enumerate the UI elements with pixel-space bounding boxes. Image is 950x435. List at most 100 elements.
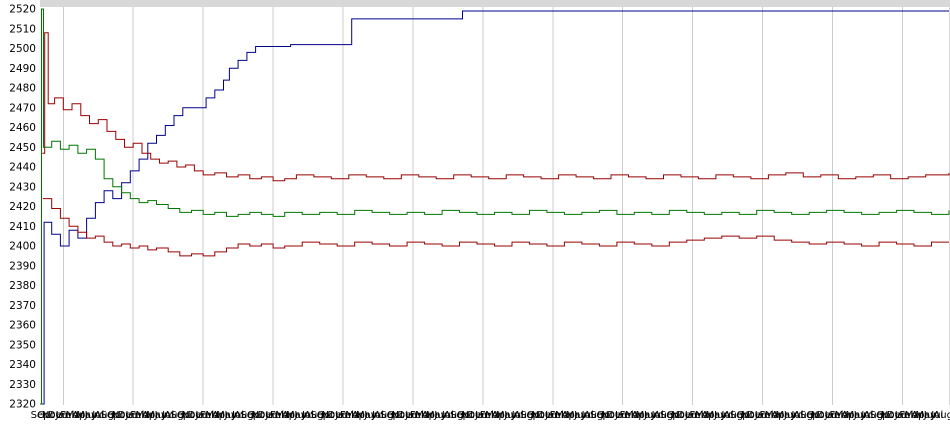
- x-tick-label: Nov: [671, 410, 691, 421]
- series-line-red-upper: [42, 32, 950, 182]
- x-tick-label: Jun: [223, 410, 240, 421]
- x-tick-label: Sep: [590, 410, 609, 421]
- x-tick-label: Feb: [690, 410, 708, 421]
- x-tick-label: Mar: [135, 410, 155, 421]
- x-tick-label: May: [426, 410, 447, 421]
- x-tick-label: Mar: [66, 410, 86, 421]
- x-tick-label: Feb: [340, 410, 358, 421]
- x-tick-label: Aug: [933, 410, 950, 421]
- x-tick-label: Jun: [84, 410, 101, 421]
- y-tick-label: 2450: [9, 142, 36, 154]
- x-tick-label: Mar: [555, 410, 575, 421]
- x-tick-label: Feb: [620, 410, 638, 421]
- x-tick-label: Sep: [170, 410, 189, 421]
- x-tick-label: Jul: [930, 410, 943, 421]
- x-tick-label: Sep: [450, 410, 469, 421]
- x-tick-label: May: [775, 410, 796, 421]
- x-tick-label: Oct: [387, 410, 404, 421]
- x-tick-label: Feb: [760, 410, 778, 421]
- x-tick-label: Dec: [467, 410, 486, 421]
- x-tick-label: Jul: [441, 410, 454, 421]
- y-tick-label: 2470: [9, 102, 36, 114]
- y-tick-label: 2420: [9, 201, 36, 213]
- x-tick-label: Jul: [511, 410, 524, 421]
- x-tick-label: May: [146, 410, 167, 421]
- y-tick-label: 2410: [9, 221, 36, 233]
- x-tick-label: Nov: [531, 410, 551, 421]
- x-tick-label: Sep: [660, 410, 679, 421]
- x-tick-label: Aug: [164, 410, 184, 421]
- x-tick-label: Jul: [651, 410, 664, 421]
- x-tick-label: Apr: [632, 410, 650, 421]
- x-tick-label: Sep: [380, 410, 399, 421]
- x-tick-label: Oct: [666, 410, 683, 421]
- x-tick-label: Oct: [37, 410, 54, 421]
- x-tick-label: Oct: [806, 410, 823, 421]
- x-tick-label: Nov: [112, 410, 132, 421]
- x-tick-label: Jun: [503, 410, 520, 421]
- x-tick-label: Mar: [765, 410, 785, 421]
- y-tick-label: 2350: [9, 339, 36, 351]
- y-tick-label: 2440: [9, 162, 36, 174]
- x-tick-label: Aug: [94, 410, 114, 421]
- x-tick-label: Dec: [747, 410, 766, 421]
- x-tick-label: Oct: [527, 410, 544, 421]
- x-tick-label: Feb: [200, 410, 218, 421]
- x-tick-label: Apr: [422, 410, 440, 421]
- x-tick-label: Aug: [584, 410, 604, 421]
- x-tick-label: Feb: [130, 410, 148, 421]
- x-tick-label: Oct: [736, 410, 753, 421]
- x-tick-label: Sep: [240, 410, 259, 421]
- x-tick-label: May: [845, 410, 866, 421]
- x-tick-label: Jun: [154, 410, 171, 421]
- x-tick-label: Aug: [304, 410, 324, 421]
- x-tick-label: May: [706, 410, 727, 421]
- x-tick-label: Dec: [258, 410, 277, 421]
- x-tick-label: Mar: [485, 410, 505, 421]
- x-tick-label: Jan: [264, 410, 280, 421]
- x-tick-label: Nov: [322, 410, 342, 421]
- x-tick-label: Aug: [654, 410, 674, 421]
- x-tick-label: Aug: [724, 410, 744, 421]
- x-tick-label: May: [216, 410, 237, 421]
- x-tick-label: Apr: [701, 410, 719, 421]
- y-tick-label: 2390: [9, 260, 36, 272]
- plot-top-border: [40, 0, 950, 7]
- y-tick-label: 2520: [9, 4, 36, 16]
- y-tick-label: 2480: [9, 83, 36, 95]
- x-tick-label: Feb: [270, 410, 288, 421]
- x-tick-label: Nov: [811, 410, 831, 421]
- x-tick-label: Apr: [562, 410, 580, 421]
- x-tick-label: May: [286, 410, 307, 421]
- y-tick-label: 2510: [9, 23, 36, 35]
- x-tick-label: Mar: [345, 410, 365, 421]
- x-tick-label: Jun: [923, 410, 940, 421]
- x-tick-label: Sep: [870, 410, 889, 421]
- x-tick-label: Apr: [841, 410, 859, 421]
- x-tick-label: May: [496, 410, 517, 421]
- x-tick-label: Oct: [597, 410, 614, 421]
- y-tick-label: 2500: [9, 43, 36, 55]
- x-tick-label: Oct: [317, 410, 334, 421]
- x-tick-label: May: [915, 410, 936, 421]
- x-tick-label: Mar: [205, 410, 225, 421]
- x-tick-label: Dec: [48, 410, 67, 421]
- x-tick-label: Oct: [177, 410, 194, 421]
- x-tick-label: Jul: [790, 410, 803, 421]
- series-line-blue: [40, 10, 949, 405]
- x-tick-label: Jul: [161, 410, 174, 421]
- x-tick-label: Nov: [182, 410, 202, 421]
- x-tick-label: Jan: [55, 410, 71, 421]
- x-tick-label: Dec: [677, 410, 696, 421]
- x-tick-label: Aug: [234, 410, 254, 421]
- x-tick-label: Mar: [835, 410, 855, 421]
- y-tick-label: 2400: [9, 241, 36, 253]
- x-tick-label: Sep: [31, 410, 50, 421]
- x-tick-label: Jun: [853, 410, 870, 421]
- x-tick-label: Nov: [741, 410, 761, 421]
- x-tick-label: Feb: [410, 410, 428, 421]
- y-tick-label: 2340: [9, 359, 36, 371]
- x-tick-label: Apr: [212, 410, 230, 421]
- x-tick-label: Jan: [754, 410, 770, 421]
